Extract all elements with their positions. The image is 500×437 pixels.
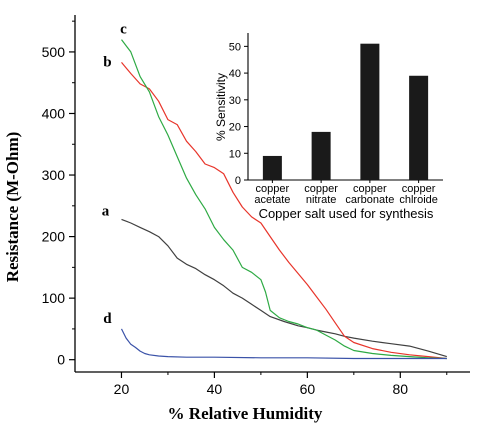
inset-category-label: carbonate — [345, 194, 394, 206]
inset-bar-1 — [311, 131, 331, 180]
main-series-labels: a bc d — [102, 22, 127, 327]
inset-category-label: nitrate — [306, 194, 337, 206]
y-axis-label: Resistance (M-Ohm) — [3, 132, 22, 283]
inset-category-label: copper — [256, 183, 290, 195]
inset-x-axis-label: Copper salt used for synthesis — [259, 206, 434, 221]
series-label-d: d — [103, 311, 112, 327]
series-line-d — [120, 328, 447, 360]
inset-ticks: 0 10 20 30 40 50 — [229, 41, 420, 187]
inset-bar-3 — [409, 75, 429, 180]
y-tick-label: 300 — [42, 167, 66, 183]
inset-y-tick-label: 0 — [235, 175, 241, 187]
inset-y-tick-label: 50 — [229, 41, 241, 53]
x-tick-label: 80 — [393, 381, 409, 397]
series-line-a — [121, 218, 447, 358]
series-line-c — [121, 39, 447, 360]
series-label-c: c — [120, 22, 127, 38]
y-tick-label: 100 — [42, 290, 66, 306]
main-axes — [74, 15, 470, 373]
y-tick-label: 200 — [42, 229, 66, 245]
inset-category-labels: copperacetatecoppernitratecoppercarbonat… — [254, 183, 438, 206]
y-tick-label: 500 — [42, 44, 66, 60]
main-series-lines — [120, 39, 447, 360]
x-tick-label: 60 — [300, 381, 316, 397]
inset-y-tick-label: 40 — [229, 68, 241, 80]
y-tick-label: 400 — [42, 105, 66, 121]
x-tick-label: 20 — [114, 381, 130, 397]
series-label-b: b — [103, 54, 111, 70]
inset-category-label: copper — [304, 183, 338, 195]
series-label-a: a — [102, 203, 110, 219]
inset-y-tick-label: 30 — [229, 95, 241, 107]
inset-category-label: copper — [353, 183, 387, 195]
inset-bar-2 — [360, 43, 380, 180]
x-tick-label: 40 — [207, 381, 223, 397]
x-axis-label: % Relative Humidity — [168, 404, 323, 423]
inset-y-tick-label: 10 — [229, 148, 241, 160]
series-line-b — [121, 62, 447, 360]
inset-category-label: chlroide — [399, 194, 438, 206]
inset-category-label: copper — [402, 183, 436, 195]
y-tick-label: 0 — [57, 352, 65, 368]
inset-y-tick-label: 20 — [229, 122, 241, 134]
inset-bars — [262, 43, 429, 180]
inset-y-axis-label: % Sensitivity — [214, 73, 228, 141]
inset-category-label: acetate — [254, 194, 290, 206]
inset-bar-0 — [262, 155, 282, 180]
